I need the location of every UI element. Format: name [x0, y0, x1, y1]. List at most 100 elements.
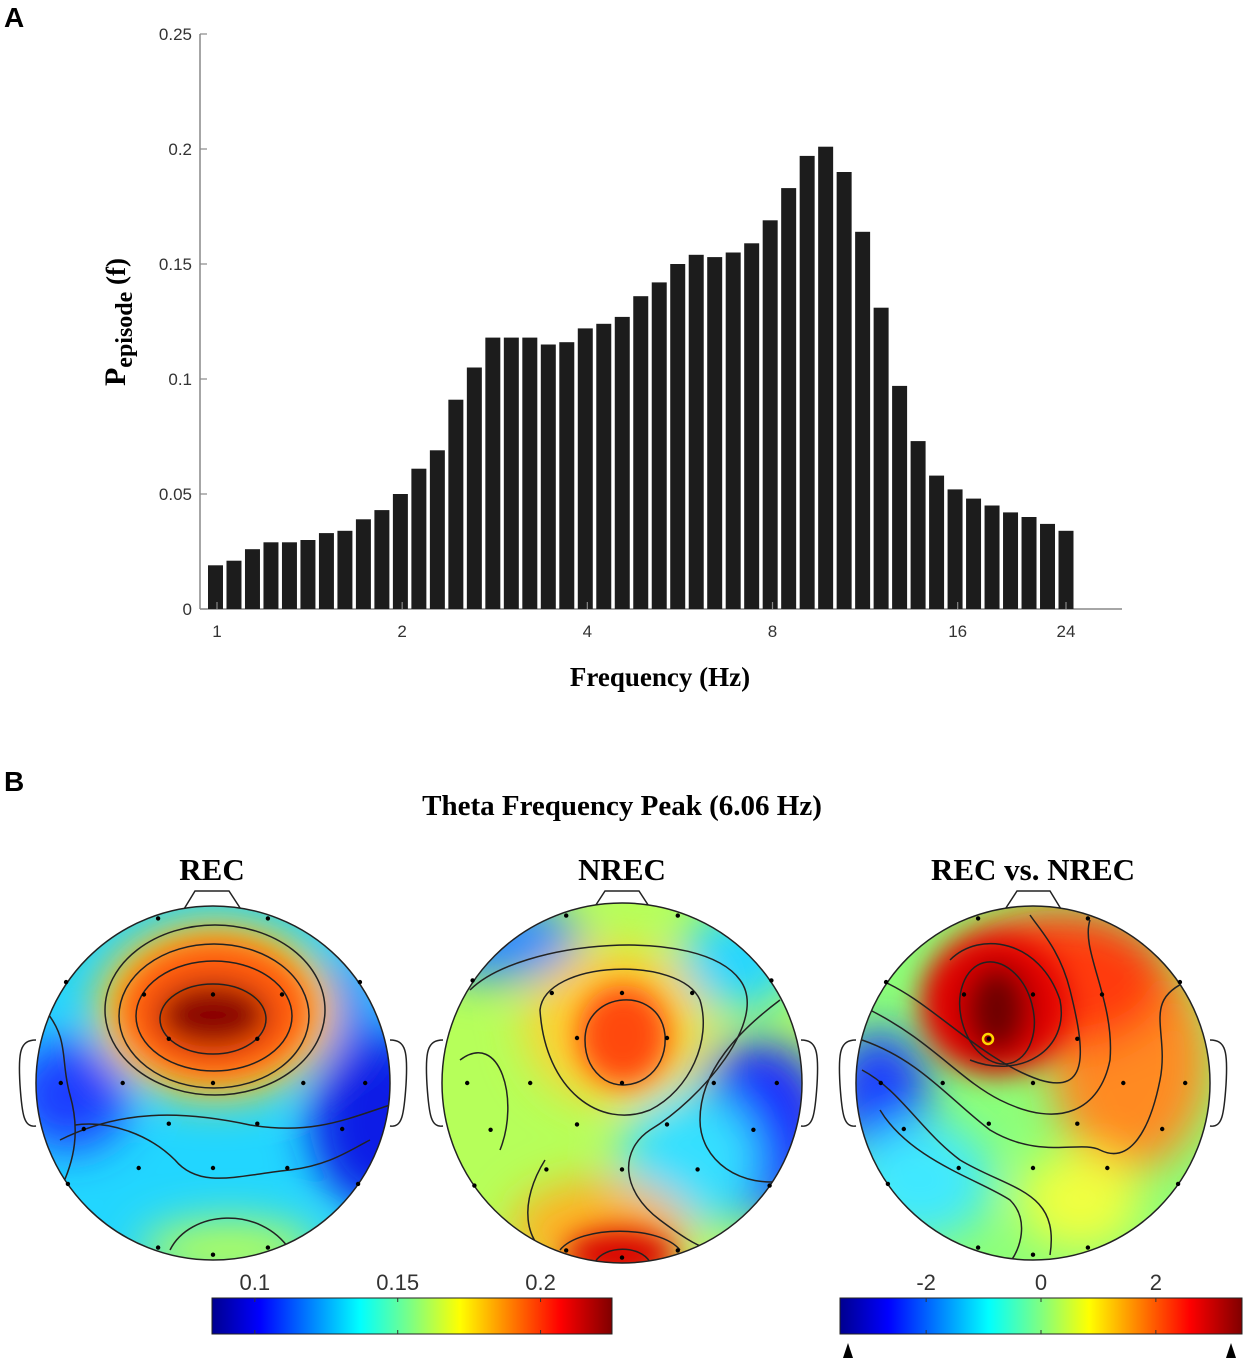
- electrode-markers: [878, 916, 1188, 1257]
- electrode-dot: [210, 992, 216, 997]
- nose-outline: [180, 890, 245, 915]
- electrode-dot: [695, 1167, 700, 1172]
- electrode-dot: [956, 1165, 961, 1171]
- electrode-dot: [1177, 979, 1183, 985]
- electrode-dot: [675, 1248, 680, 1253]
- bar: [966, 498, 982, 609]
- bar: [281, 542, 297, 609]
- bar: [263, 542, 279, 609]
- bar: [448, 399, 464, 609]
- bar: [873, 307, 889, 609]
- electrode-dot: [961, 992, 967, 997]
- panel-a-label: A: [4, 2, 25, 33]
- colorbar-right: -2 0 2: [839, 1270, 1243, 1358]
- electrode-dot: [136, 1165, 141, 1171]
- electrode-markers: [58, 916, 368, 1257]
- x-tick-label: 24: [1057, 622, 1076, 641]
- electrode-dot: [675, 913, 680, 918]
- bar: [485, 337, 501, 609]
- electrode-dot: [465, 1080, 470, 1086]
- electrode-dot: [574, 1122, 580, 1127]
- bar: [1040, 523, 1056, 609]
- heatmap-rec: [36, 906, 390, 1260]
- heatmap-nrec: [442, 903, 802, 1263]
- bar: [540, 344, 556, 609]
- electrode-dot: [155, 1245, 161, 1250]
- right-ear-outline: [1209, 1039, 1228, 1127]
- bar: [1021, 517, 1037, 609]
- bar: [947, 489, 963, 609]
- bar: [318, 533, 334, 609]
- bar: [762, 220, 778, 610]
- electrode-dot: [355, 1181, 361, 1187]
- colorbar-left-ticks: 0.1 0.15 0.2: [240, 1270, 556, 1334]
- electrode-dot: [265, 916, 271, 921]
- electrode-dot: [255, 1036, 260, 1042]
- electrode-dot: [1030, 992, 1036, 997]
- bar: [984, 505, 1000, 609]
- bar: [670, 264, 686, 609]
- electrode-dot: [690, 990, 695, 996]
- colorbar-tick-label: -2: [916, 1270, 936, 1295]
- y-axis-label: Pepisode (f): [99, 258, 138, 386]
- bar-series: [208, 146, 1074, 610]
- electrode-dot: [619, 1167, 625, 1172]
- electrode-dot: [767, 1183, 772, 1188]
- bar: [614, 316, 630, 609]
- colorbar-max-arrow-icon: [1226, 1343, 1236, 1358]
- electrode-dot: [664, 1035, 670, 1041]
- x-tick-label: 4: [583, 622, 592, 641]
- right-ear-outline: [800, 1039, 819, 1127]
- bar: [337, 530, 353, 609]
- electrode-dot: [470, 978, 475, 983]
- x-tick-label: 8: [768, 622, 777, 641]
- electrode-dot: [619, 990, 625, 996]
- y-tick-label: 0.15: [159, 255, 192, 274]
- electrode-dot: [1121, 1080, 1126, 1086]
- electrode-dot: [564, 1248, 569, 1253]
- topomap-rec: REC: [18, 852, 408, 1261]
- electrode-dot: [975, 916, 981, 921]
- left-ear-outline: [838, 1039, 857, 1127]
- bar: [226, 560, 242, 609]
- electrode-dot: [769, 978, 774, 983]
- electrode-dot: [986, 1036, 991, 1042]
- electrode-dot: [774, 1080, 779, 1086]
- electrode-dot: [120, 1080, 125, 1086]
- bar: [633, 296, 649, 609]
- electrode-dot: [340, 1126, 345, 1132]
- bar: [707, 257, 723, 609]
- electrode-dot: [472, 1183, 477, 1188]
- significant-electrode-marker: [981, 1032, 995, 1046]
- bar: [744, 243, 760, 610]
- bar: [596, 323, 612, 609]
- electrode-dot: [81, 1126, 87, 1132]
- electrode-dot: [549, 990, 554, 996]
- electrode-dot: [619, 1080, 625, 1086]
- bar: [208, 565, 223, 609]
- electrode-dot: [1030, 1252, 1036, 1257]
- bar: [355, 519, 371, 609]
- topomap-rec-vs-nrec: REC vs. NREC: [838, 852, 1228, 1261]
- frequency-histogram: 00.050.10.150.20.25 1 2 4 8 16 24 Frequency (…: [99, 25, 1122, 692]
- bar: [392, 494, 408, 609]
- bar: [929, 475, 945, 609]
- electrode-dot: [975, 1245, 981, 1250]
- bar: [522, 337, 538, 609]
- map-title-rec: REC: [179, 852, 244, 887]
- electrode-dot: [63, 979, 69, 985]
- colorbar-left: 0.1 0.15 0.2: [211, 1270, 613, 1335]
- figure-b-title: Theta Frequency Peak (6.06 Hz): [422, 790, 822, 822]
- bar: [818, 146, 834, 609]
- heatmap-rec-vs-nrec: [856, 906, 1210, 1260]
- electrode-dot: [711, 1080, 716, 1086]
- electrode-dot: [1160, 1126, 1165, 1132]
- x-tick-label: 16: [948, 622, 967, 641]
- electrode-dot: [1085, 916, 1091, 921]
- left-ear-outline: [425, 1039, 444, 1127]
- bar: [855, 231, 871, 610]
- bar: [559, 342, 575, 609]
- colorbar-right-ticks: -2 0 2: [916, 1270, 1162, 1334]
- electrode-dot: [301, 1080, 306, 1086]
- electrode-dot: [155, 916, 161, 921]
